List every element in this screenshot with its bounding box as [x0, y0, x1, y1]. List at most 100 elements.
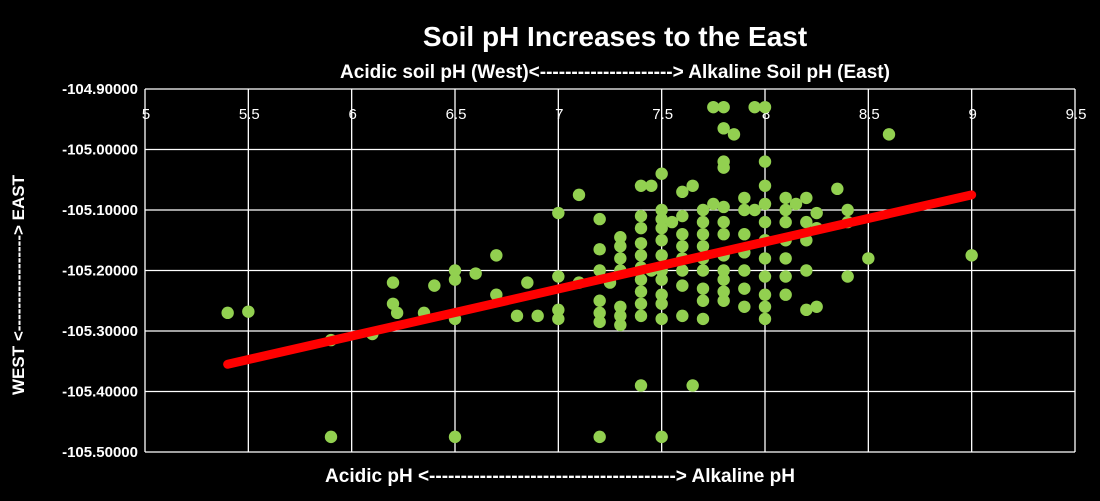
- data-point: [758, 288, 772, 301]
- data-point: [738, 264, 751, 277]
- data-point: [324, 430, 338, 444]
- data-point: [758, 155, 772, 168]
- data-point: [717, 264, 730, 277]
- data-point: [634, 249, 648, 262]
- data-point: [779, 270, 792, 283]
- data-point: [758, 312, 772, 326]
- data-point: [655, 249, 668, 262]
- data-point: [717, 273, 730, 286]
- data-point: [448, 273, 462, 286]
- y-tick-label: -105.20000: [62, 263, 138, 280]
- data-point: [614, 252, 627, 265]
- data-point: [655, 430, 668, 444]
- x-tick-label: 8: [762, 106, 770, 123]
- data-point: [707, 197, 720, 211]
- data-point: [686, 379, 699, 392]
- data-point: [696, 294, 710, 307]
- data-point: [593, 306, 606, 320]
- data-point: [717, 285, 730, 298]
- data-point: [655, 288, 668, 301]
- data-point: [552, 270, 565, 283]
- y-tick-label: -105.00000: [62, 142, 138, 159]
- data-point: [696, 240, 710, 253]
- data-point: [686, 179, 699, 192]
- data-point: [655, 212, 668, 226]
- data-point: [789, 197, 803, 211]
- data-point: [717, 100, 730, 114]
- data-point: [717, 294, 730, 307]
- data-point: [800, 215, 813, 229]
- data-point: [758, 252, 772, 265]
- data-point: [727, 128, 741, 141]
- data-point: [965, 249, 978, 262]
- x-tick-label: 6: [348, 106, 356, 123]
- data-point: [810, 206, 823, 220]
- x-tick-label: 5: [142, 106, 150, 123]
- data-point: [634, 309, 648, 323]
- data-point: [531, 309, 544, 323]
- data-point: [738, 191, 751, 205]
- data-point: [676, 309, 689, 323]
- data-point: [748, 100, 761, 114]
- data-point: [655, 273, 668, 286]
- chart-title: Soil pH Increases to the East: [423, 21, 807, 52]
- data-point: [593, 264, 606, 277]
- data-point: [676, 228, 689, 241]
- data-point: [779, 288, 792, 301]
- trendline-group: [223, 190, 977, 369]
- data-point: [614, 240, 627, 253]
- data-point: [758, 300, 772, 313]
- data-point: [634, 221, 648, 235]
- data-point: [490, 249, 503, 262]
- data-point: [717, 200, 730, 214]
- data-point: [676, 240, 689, 253]
- data-point: [634, 285, 648, 298]
- data-point: [738, 228, 751, 241]
- data-point: [676, 185, 689, 199]
- data-point: [448, 430, 462, 444]
- data-point: [655, 221, 668, 235]
- data-point: [593, 243, 606, 256]
- data-point: [634, 209, 648, 223]
- data-point: [665, 215, 679, 229]
- data-point: [800, 264, 813, 277]
- data-point: [552, 206, 565, 220]
- data-point: [448, 264, 462, 277]
- data-point: [810, 300, 823, 313]
- data-point: [841, 270, 854, 283]
- data-point: [634, 297, 648, 310]
- y-tick-labels: -104.90000 -105.00000 -105.10000 -105.20000…: [62, 81, 138, 461]
- data-point: [593, 315, 606, 329]
- data-point: [696, 203, 710, 217]
- y-tick-label: -105.10000: [62, 202, 138, 219]
- data-point: [614, 231, 627, 244]
- data-point: [614, 309, 627, 323]
- data-point: [593, 294, 606, 307]
- data-point: [831, 182, 844, 196]
- data-point: [634, 237, 648, 250]
- data-point: [676, 264, 689, 277]
- data-point: [758, 179, 772, 192]
- data-point: [707, 100, 720, 114]
- data-point: [655, 234, 668, 247]
- data-point: [655, 297, 668, 310]
- data-point: [614, 318, 627, 332]
- data-point: [634, 273, 648, 286]
- data-point: [717, 122, 730, 135]
- data-point: [758, 197, 772, 211]
- y-axis-label: WEST <-----------------> EAST: [9, 174, 28, 395]
- data-point: [800, 191, 813, 205]
- data-point: [634, 379, 648, 392]
- data-point: [634, 179, 648, 192]
- data-point: [758, 270, 772, 283]
- data-point: [676, 209, 689, 223]
- x-axis-label: Acidic pH <-----------------------------…: [325, 466, 795, 487]
- data-point: [386, 276, 400, 289]
- data-point: [800, 303, 813, 317]
- x-tick-label: 6.5: [446, 106, 467, 123]
- data-point: [779, 191, 792, 205]
- data-point: [738, 203, 751, 217]
- data-point: [779, 203, 792, 217]
